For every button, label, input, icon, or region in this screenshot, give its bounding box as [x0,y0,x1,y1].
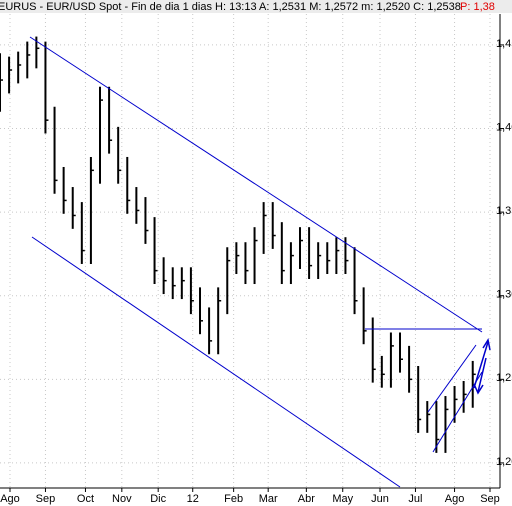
arrow-down [477,357,487,393]
x-tick-label: Ago [0,493,20,505]
trend-lines [29,36,491,488]
x-tick-label: Abr [298,493,315,505]
x-tick-label: Ago [445,493,465,505]
x-tick-label: Sep [480,493,500,505]
y-tick-label: 1,20 [496,456,512,468]
x-tick-label: Feb [224,493,243,505]
y-tick-label: 1,45 [496,38,512,50]
y-tick-label: 1,25 [496,372,512,384]
x-tick-label: 12 [187,493,199,505]
x-tick-label: May [332,493,353,505]
x-tick-label: Jul [408,493,422,505]
x-tick-label: Dic [150,493,166,505]
x-tick-label: Nov [112,493,132,505]
plot [0,14,504,492]
y-tick-label: 1,30 [496,289,512,301]
x-tick-label: Jun [371,493,389,505]
mini-channel-upper [427,344,477,413]
chart-title: EURUS - EUR/USD Spot - Fin de dia 1 dias… [0,1,461,13]
x-tick-label: Sep [36,493,56,505]
y-tick-label: 1,40 [496,121,512,133]
x-tick-label: Mar [259,493,278,505]
x-tick-label: Oct [77,493,94,505]
y-tick-label: 1,35 [496,205,512,217]
arrow-up-head [482,338,491,351]
arrow-down-head [473,383,484,395]
channel-lower [31,236,401,488]
channel-upper [29,36,483,333]
arrow-up [473,341,489,389]
header-bar [0,0,512,13]
chart-title-extra: P: 1,38 [460,1,495,13]
